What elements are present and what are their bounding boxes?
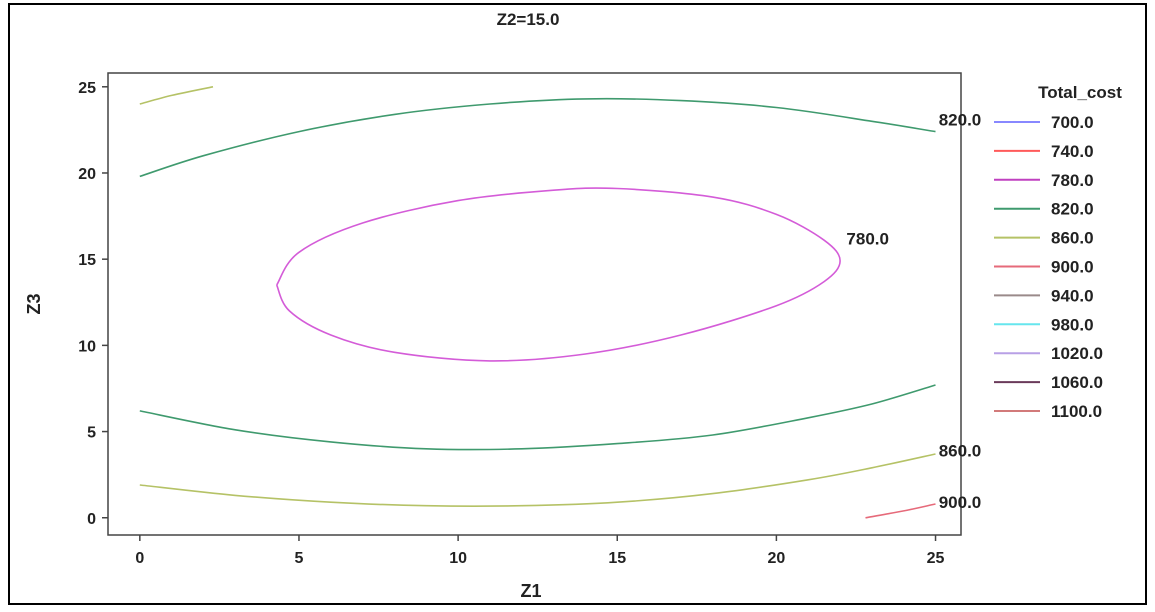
y-tick-label: 15: [78, 252, 96, 269]
contour-label: 780.0: [846, 229, 889, 248]
y-tick-label: 25: [78, 80, 96, 97]
y-tick-label: 0: [87, 511, 96, 528]
y-axis-title: Z3: [24, 293, 44, 314]
contour-line-820: [139, 97, 936, 178]
y-tick-label: 10: [78, 338, 96, 355]
legend-label: 1020.0: [1051, 344, 1103, 363]
contour-label: 900.0: [939, 493, 982, 512]
contour-lines: [139, 86, 936, 519]
legend-label: 900.0: [1051, 258, 1094, 277]
chart-title: Z2=15.0: [497, 10, 560, 29]
legend-label: 940.0: [1051, 286, 1094, 305]
legend-label: 780.0: [1051, 171, 1094, 190]
x-tick-label: 15: [608, 550, 626, 567]
x-tick-label: 20: [767, 550, 785, 567]
y-tick-label: 20: [78, 166, 96, 183]
x-tick-label: 0: [135, 550, 144, 567]
contour-line-860: [139, 86, 214, 105]
legend-label: 820.0: [1051, 200, 1094, 219]
x-tick-label: 5: [295, 550, 304, 567]
legend-label: 700.0: [1051, 113, 1094, 132]
legend: Total_cost 700.0 740.0 780.0 820.0 860.0 900.…: [994, 83, 1122, 421]
legend-label: 860.0: [1051, 229, 1094, 248]
contour-line-860: [139, 453, 936, 507]
legend-title: Total_cost: [1038, 83, 1122, 102]
contour-labels: 780.0 820.0 860.0 900.0: [846, 111, 981, 513]
plot-area: [107, 72, 962, 536]
y-axis-ticks: 0 5 10 15 20 25: [78, 80, 108, 528]
contour-label: 820.0: [939, 111, 982, 130]
contour-line-900: [865, 503, 936, 519]
legend-label: 980.0: [1051, 315, 1094, 334]
legend-label: 1100.0: [1051, 402, 1102, 421]
legend-label: 1060.0: [1051, 373, 1103, 392]
x-tick-label: 10: [449, 550, 467, 567]
contour-line-780: [275, 187, 841, 362]
contour-line-820: [139, 384, 936, 451]
x-axis-ticks: 0 5 10 15 20 25: [135, 535, 945, 567]
legend-label: 740.0: [1051, 142, 1094, 161]
y-tick-label: 5: [87, 425, 96, 442]
x-axis-title: Z1: [520, 581, 541, 601]
contour-label: 860.0: [939, 442, 982, 461]
x-tick-label: 25: [927, 550, 945, 567]
